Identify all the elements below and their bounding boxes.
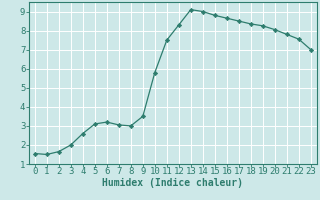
X-axis label: Humidex (Indice chaleur): Humidex (Indice chaleur) bbox=[102, 178, 243, 188]
